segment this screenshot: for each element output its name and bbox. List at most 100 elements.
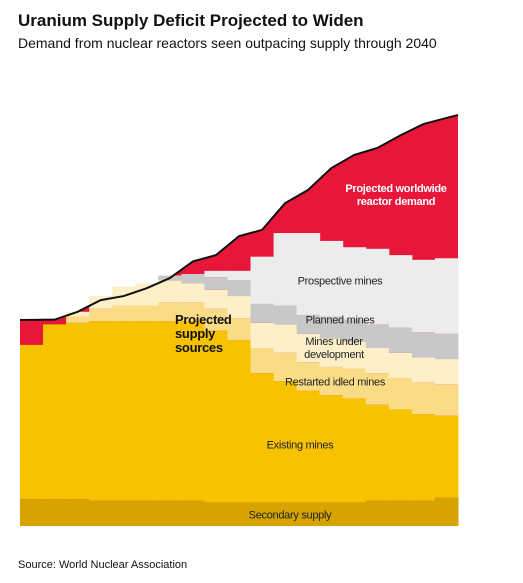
supply-segment <box>434 333 459 360</box>
supply-segment <box>411 259 436 333</box>
chart-subtitle: Demand from nuclear reactors seen outpac… <box>18 35 437 51</box>
supply-segment <box>20 499 44 526</box>
supply-segment <box>365 373 390 405</box>
supply-segment <box>342 247 367 320</box>
supply-segment <box>204 270 228 278</box>
supply-segment <box>319 316 344 339</box>
supply-segment <box>204 330 228 503</box>
supply-segment <box>204 289 228 309</box>
supply-segment <box>66 322 90 500</box>
supply-segment <box>227 270 252 281</box>
supply-segment <box>227 318 252 341</box>
supply-segment <box>411 357 436 383</box>
supply-segment <box>250 322 275 349</box>
series-label: Projected worldwide reactor demand <box>345 183 447 208</box>
supply-segment <box>89 500 113 526</box>
supply-segment <box>319 240 344 317</box>
supply-segment <box>227 280 252 297</box>
supply-segment <box>112 321 136 501</box>
supply-segment <box>89 308 113 322</box>
chart-title: Uranium Supply Deficit Projected to Wide… <box>18 11 364 30</box>
supply-segment <box>411 332 436 358</box>
supply-segment <box>388 255 413 328</box>
supply-segment <box>20 344 44 500</box>
supply-segment <box>296 362 321 391</box>
supply-segment <box>342 341 367 369</box>
supply-segment <box>342 368 367 399</box>
supply-segment <box>434 359 459 385</box>
supply-segment <box>434 415 459 498</box>
supply-segment <box>319 338 344 367</box>
supply-segment <box>296 233 321 315</box>
supply-segment <box>227 502 252 526</box>
supply-segment <box>319 502 344 526</box>
supply-segment <box>273 324 298 353</box>
supply-segment <box>411 500 436 526</box>
supply-segment <box>250 256 275 304</box>
supply-segment <box>135 305 159 322</box>
series-label: Secondary supply <box>248 509 332 522</box>
supply-segment <box>158 321 182 501</box>
supply-segment <box>319 366 344 396</box>
supply-segment <box>181 283 205 303</box>
supply-segment <box>434 258 459 334</box>
supply-segment <box>388 377 413 410</box>
supply-segment <box>388 352 413 378</box>
supply-segment <box>250 373 275 503</box>
supply-segment <box>411 382 436 415</box>
supply-segment <box>250 502 275 526</box>
supply-segment <box>66 499 90 526</box>
supply-segment <box>227 296 252 319</box>
supply-segment <box>296 333 321 363</box>
supply-segment <box>365 500 390 526</box>
supply-segment <box>296 314 321 334</box>
supply-segment <box>319 395 344 503</box>
series-label: Mines under development <box>304 336 364 361</box>
supply-segment <box>434 497 459 526</box>
supply-segment <box>388 409 413 501</box>
supply-segment <box>135 321 159 501</box>
supply-segment <box>158 500 182 526</box>
supply-segment <box>365 404 390 501</box>
supply-segment <box>411 414 436 501</box>
supply-segment <box>273 502 298 526</box>
supply-segment <box>365 324 390 349</box>
supply-segment <box>342 502 367 526</box>
supply-segment <box>342 398 367 503</box>
supply-segment <box>158 280 182 303</box>
annotation: Projected supply sources <box>175 312 232 355</box>
supply-segment <box>181 274 205 284</box>
series-label: Existing mines <box>266 439 334 452</box>
supply-segment <box>365 248 390 325</box>
source: Source: World Nuclear Association <box>18 559 187 571</box>
supply-segment <box>135 500 159 526</box>
supply-segment <box>388 500 413 526</box>
supply-segment <box>181 500 205 526</box>
supply-segment <box>66 316 90 323</box>
supply-segment <box>204 308 228 331</box>
supply-segment <box>158 302 182 322</box>
supply-segment <box>135 283 159 306</box>
supply-segment <box>273 352 298 382</box>
supply-segment <box>43 324 67 500</box>
supply-segment <box>388 327 413 353</box>
supply-segment <box>227 340 252 503</box>
supply-segment <box>365 348 390 374</box>
demand-line <box>19 113 459 321</box>
supply-segment <box>43 499 67 526</box>
supply-segment <box>296 502 321 526</box>
supply-segment <box>181 302 205 322</box>
supply-segment <box>434 384 459 416</box>
supply-segment <box>273 305 298 325</box>
series-label: Planned mines <box>305 314 375 327</box>
supply-segment <box>250 303 275 323</box>
supply-segment <box>296 390 321 503</box>
series-label: Restarted idled mines <box>284 376 386 389</box>
supply-segment <box>273 381 298 503</box>
supply-segment <box>250 348 275 374</box>
supply-segment <box>112 500 136 526</box>
supply-segment <box>204 502 228 526</box>
supply-segment <box>112 305 136 322</box>
